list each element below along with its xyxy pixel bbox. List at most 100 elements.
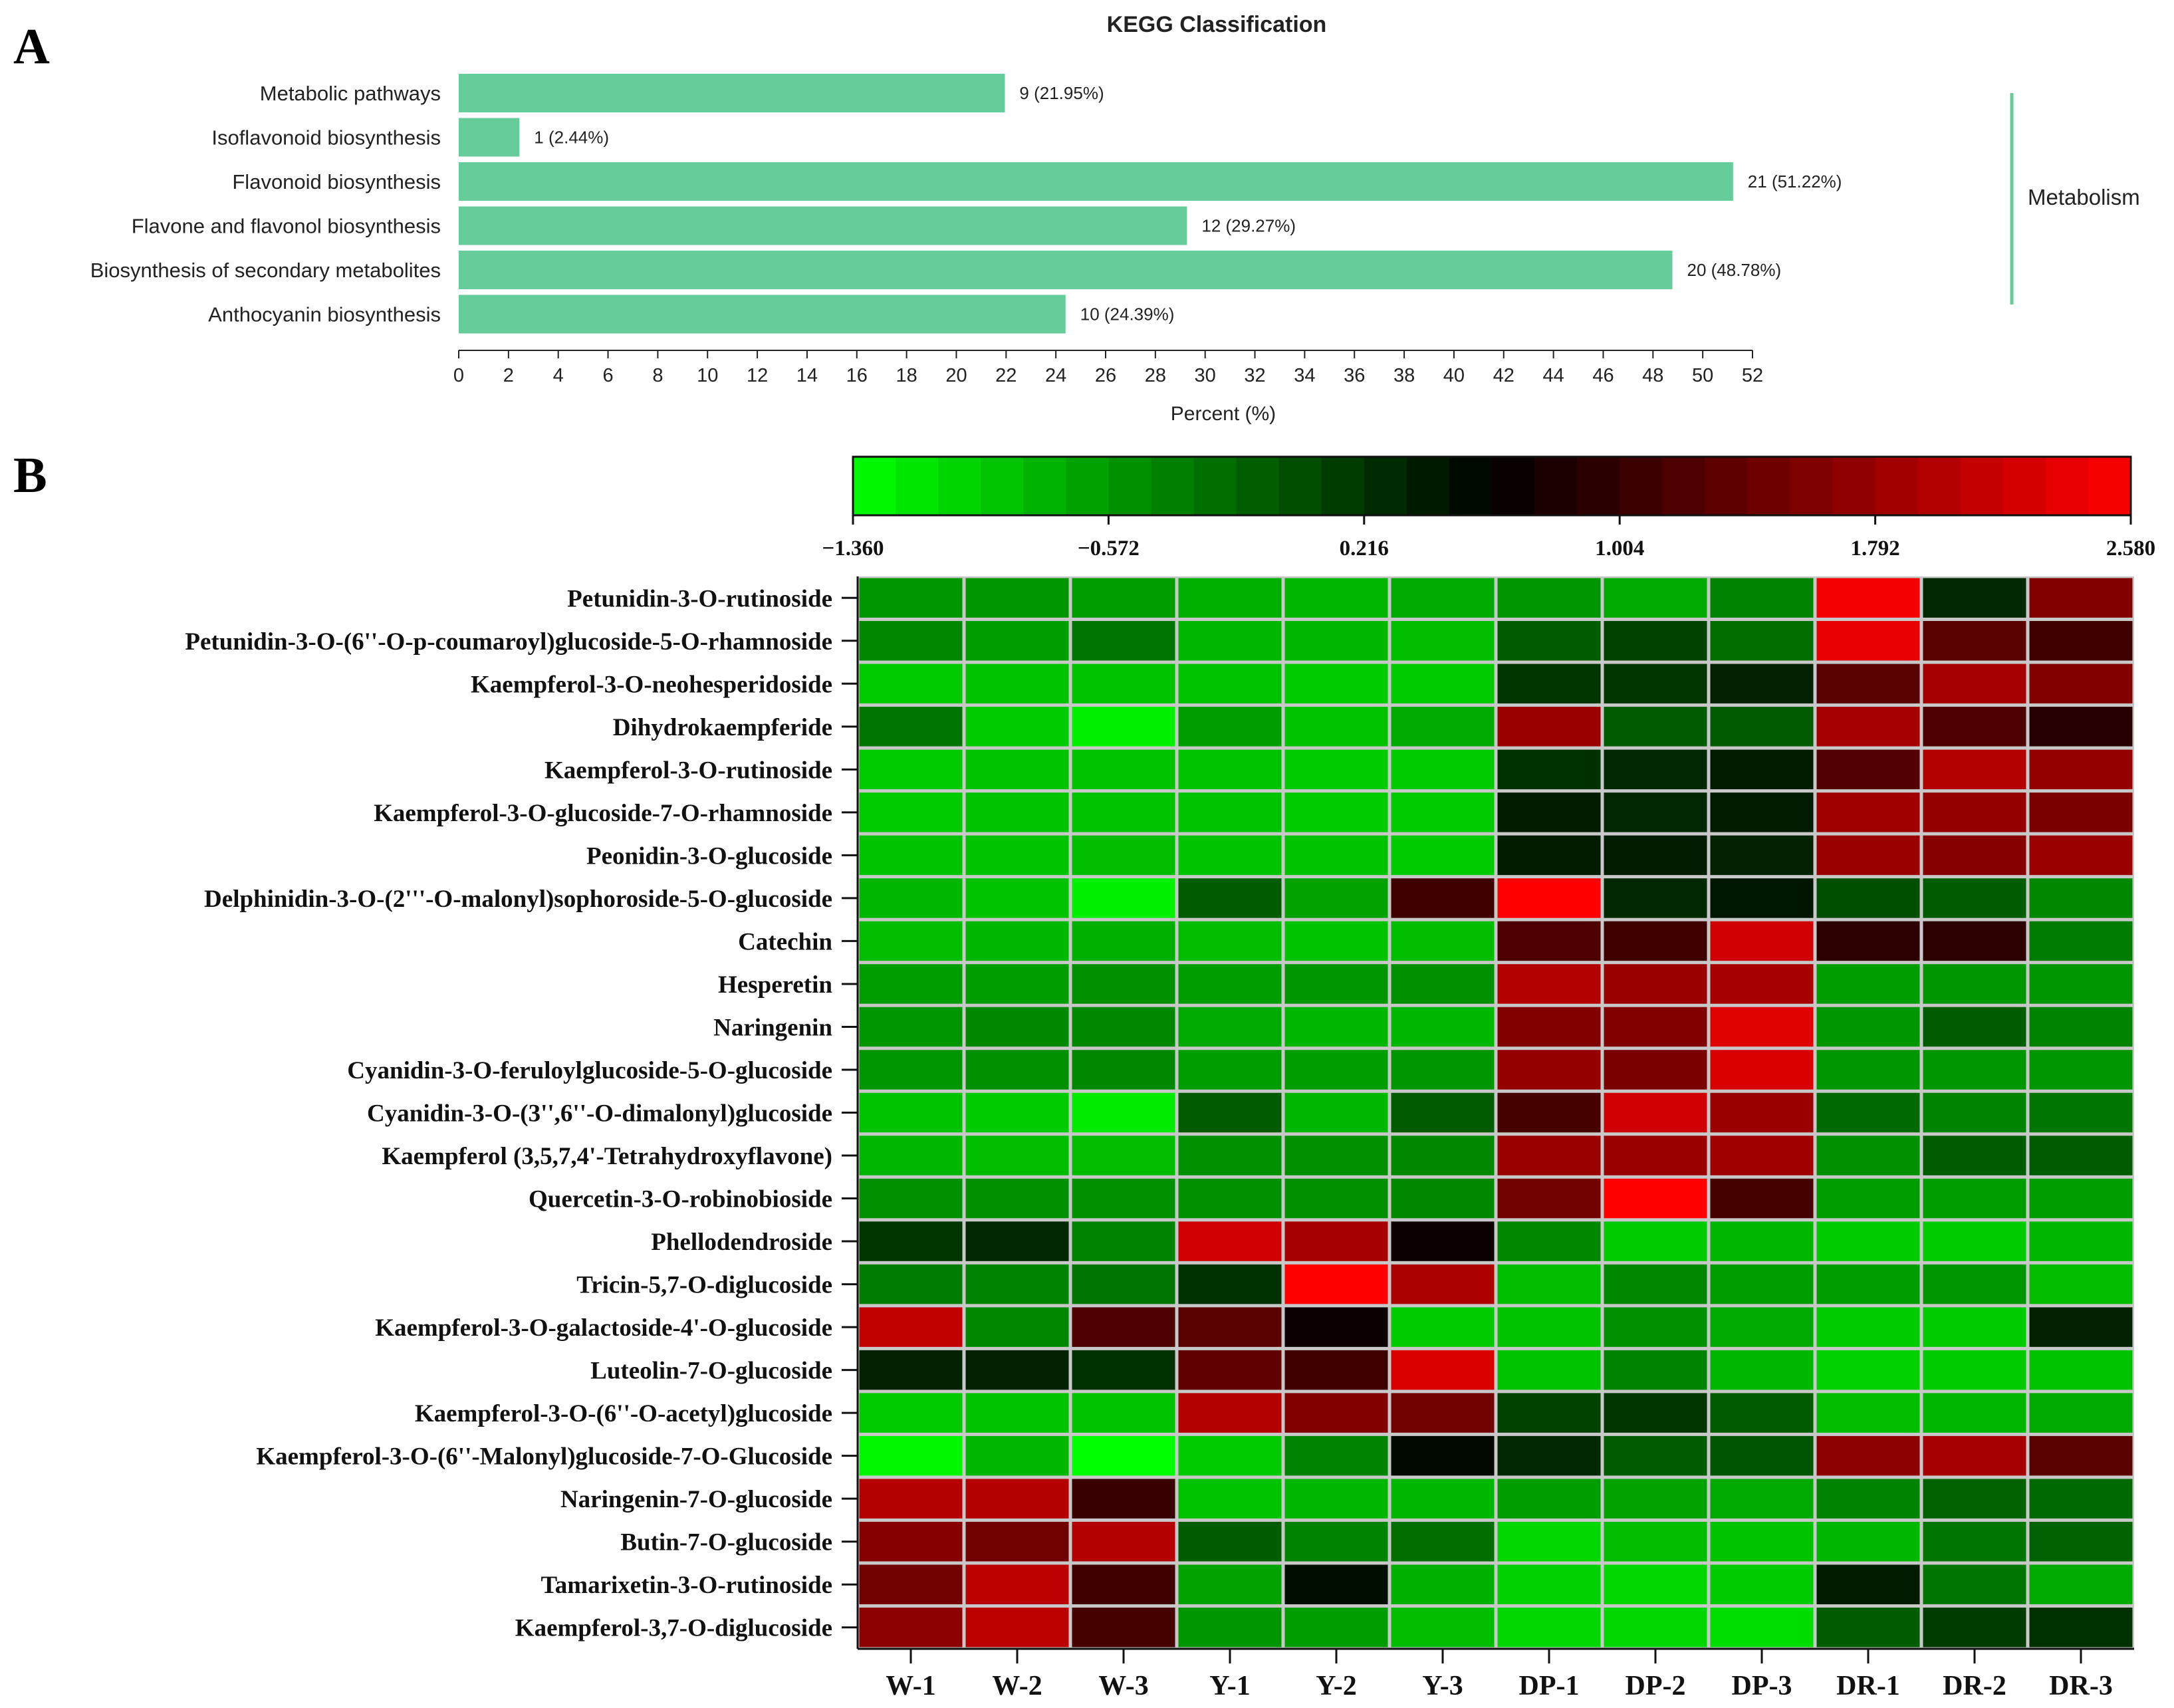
heatmap-cell [2029, 707, 2133, 747]
heatmap-cell [1497, 1136, 1601, 1175]
heatmap-cell [859, 835, 963, 876]
heatmap-cell [965, 835, 1069, 876]
kegg-x-tick-label: 14 [796, 365, 818, 386]
heatmap-cell [1604, 835, 1707, 876]
heatmap-cell [1816, 1178, 1920, 1219]
heatmap-cell [1178, 1479, 1282, 1519]
heatmap-row-label: Kaempferol-3-O-(6''-O-acetyl)glucoside [415, 1400, 832, 1427]
kegg-bar [459, 118, 520, 157]
heatmap-cell [1497, 878, 1601, 918]
heatmap-cell [1816, 1136, 1920, 1175]
heatmap-row-label: Kaempferol-3,7-O-diglucoside [515, 1615, 832, 1642]
kegg-x-tick-label: 22 [995, 365, 1017, 386]
heatmap-cell [1284, 964, 1388, 1004]
heatmap-cell [1178, 921, 1282, 961]
heatmap-cell [2029, 1393, 2133, 1433]
heatmap-cell [1391, 664, 1495, 704]
heatmap-cell [965, 1221, 1069, 1261]
heatmap-cell [2029, 878, 2133, 918]
heatmap-cell [1178, 1393, 1282, 1433]
heatmap-cell [1710, 1264, 1814, 1304]
heatmap-cell [1284, 707, 1388, 747]
heatmap-cell [1816, 1307, 1920, 1347]
heatmap-cell [1604, 578, 1707, 618]
heatmap-cell [1284, 1435, 1388, 1476]
heatmap-cell [1497, 835, 1601, 876]
heatmap-row-label: Dihydrokaempferide [613, 714, 832, 741]
heatmap-cell [1284, 1007, 1388, 1047]
heatmap-cell [1604, 964, 1707, 1004]
heatmap-cell [2029, 1092, 2133, 1133]
heatmap-row-label: Tricin-5,7-O-diglucoside [576, 1272, 832, 1299]
colorbar-tick-label: 2.580 [2106, 537, 2155, 560]
heatmap-cell [859, 1521, 963, 1562]
colorbar-tick-label: −1.360 [822, 537, 884, 560]
heatmap-cell [1284, 1221, 1388, 1261]
kegg-x-tick-label: 48 [1642, 365, 1663, 386]
heatmap-cell [859, 964, 963, 1004]
heatmap-cell [1497, 1307, 1601, 1347]
heatmap-cell [1604, 1136, 1707, 1175]
heatmap: Petunidin-3-O-rutinoside Petunidin-3-O-(6… [185, 576, 2134, 1701]
heatmap-cell [1391, 1136, 1495, 1175]
heatmap-cell [2029, 1350, 2133, 1390]
heatmap-cell [1391, 878, 1495, 918]
heatmap-cell [1178, 1607, 1282, 1647]
panel-b: B −1.360 −0.572 0.216 1.004 1.792 2.580 Petun… [13, 447, 2155, 1701]
heatmap-cell [1816, 707, 1920, 747]
kegg-bar [459, 162, 1733, 201]
panel-a: A KEGG Classification Metabolic pathways… [13, 12, 2140, 425]
heatmap-cell [1072, 1178, 1175, 1219]
heatmap-cell [1497, 1092, 1601, 1133]
heatmap-cell [1284, 1479, 1388, 1519]
heatmap-cell [1284, 1092, 1388, 1133]
heatmap-cell [1284, 1607, 1388, 1647]
heatmap-cell [1284, 1307, 1388, 1347]
heatmap-cell [1072, 621, 1175, 661]
heatmap-cell [1391, 1435, 1495, 1476]
heatmap-cell [1497, 1521, 1601, 1562]
heatmap-cell [1391, 793, 1495, 832]
heatmap-cell [859, 1050, 963, 1090]
heatmap-cell [1497, 1564, 1601, 1604]
kegg-x-tick-label: 50 [1692, 365, 1713, 386]
colorbar: −1.360 −0.572 0.216 1.004 1.792 2.580 [822, 455, 2155, 560]
heatmap-cell [1710, 1435, 1814, 1476]
heatmap-cell [1923, 1136, 2026, 1175]
heatmap-cell [1816, 878, 1920, 918]
heatmap-cell [1923, 921, 2026, 961]
colorbar-segment [1577, 457, 1620, 515]
heatmap-cell [1923, 749, 2026, 790]
heatmap-cell [1604, 1435, 1707, 1476]
kegg-x-tick-label: 6 [602, 365, 613, 386]
heatmap-cell [1178, 749, 1282, 790]
heatmap-cell [1604, 793, 1707, 832]
heatmap-cell [1604, 1178, 1707, 1219]
heatmap-row-label: Kaempferol-3-O-glucoside-7-O-rhamnoside [374, 800, 832, 827]
heatmap-cell [1072, 1564, 1175, 1604]
heatmap-cell [1923, 1307, 2026, 1347]
heatmap-cell [1816, 1264, 1920, 1304]
kegg-x-tick-label: 28 [1145, 365, 1166, 386]
heatmap-cell [2029, 964, 2133, 1004]
heatmap-cell [1604, 621, 1707, 661]
heatmap-cell [1072, 1221, 1175, 1261]
heatmap-cell [1391, 1050, 1495, 1090]
heatmap-cell [1178, 1007, 1282, 1047]
heatmap-row-label: Catechin [738, 928, 832, 955]
kegg-bar [459, 251, 1673, 289]
colorbar-segment [1662, 457, 1705, 515]
heatmap-cell [1816, 664, 1920, 704]
colorbar-segment [1023, 457, 1066, 515]
heatmap-cell [1178, 1564, 1282, 1604]
heatmap-cell [1710, 1050, 1814, 1090]
heatmap-cell [1497, 1264, 1601, 1304]
heatmap-cell [1072, 664, 1175, 704]
heatmap-cell [1923, 1479, 2026, 1519]
heatmap-cell [1604, 1607, 1707, 1647]
heatmap-cell [965, 1607, 1069, 1647]
colorbar-segment [1790, 457, 1834, 515]
heatmap-column-label: W-3 [1098, 1671, 1148, 1701]
heatmap-cell [2029, 1479, 2133, 1519]
